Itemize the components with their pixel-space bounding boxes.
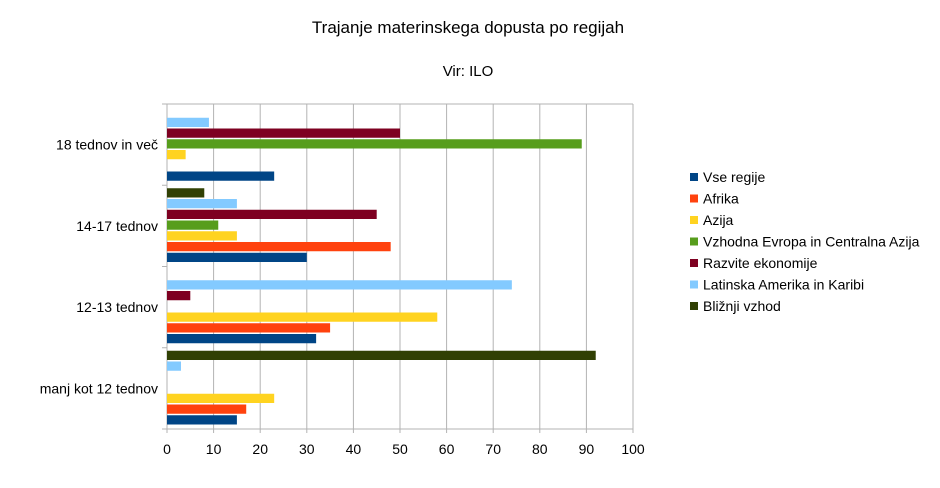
bar bbox=[167, 323, 331, 333]
legend-label: Latinska Amerika in Karibi bbox=[703, 277, 864, 293]
legend-label: Afrika bbox=[703, 191, 739, 207]
bar bbox=[167, 117, 209, 127]
bar bbox=[167, 128, 400, 138]
bar bbox=[167, 139, 582, 149]
legend-label: Bližnji vzhod bbox=[703, 298, 781, 314]
y-tick-labels: manj kot 12 tednov 12-13 tednov 14-17 tedn… bbox=[40, 137, 158, 397]
x-tick-label: 20 bbox=[252, 441, 268, 457]
legend-swatch bbox=[690, 194, 698, 203]
legend-swatch bbox=[690, 259, 698, 267]
bar bbox=[167, 393, 275, 403]
x-tick-label: 0 bbox=[163, 441, 171, 457]
y-tick-label: 12-13 tednov bbox=[76, 299, 158, 315]
bar bbox=[167, 361, 181, 371]
legend-swatch bbox=[690, 173, 698, 181]
legend: Vse regije Afrika Azija Vzhodna Evropa in C… bbox=[690, 169, 920, 314]
bar bbox=[167, 242, 391, 252]
bar bbox=[167, 291, 191, 301]
bar bbox=[167, 312, 438, 322]
x-tick-label: 60 bbox=[439, 441, 455, 457]
bar bbox=[167, 150, 186, 160]
bar bbox=[167, 350, 596, 360]
bar bbox=[167, 280, 512, 290]
legend-label: Vse regije bbox=[703, 169, 765, 185]
y-tick-label: 14-17 tednov bbox=[76, 218, 158, 234]
bar bbox=[167, 188, 205, 198]
x-tick-label: 40 bbox=[346, 441, 362, 457]
y-tick-label: manj kot 12 tednov bbox=[40, 380, 158, 396]
legend-swatch bbox=[690, 216, 698, 224]
x-tick-label: 50 bbox=[392, 441, 408, 457]
x-tick-label: 70 bbox=[485, 441, 501, 457]
bar bbox=[167, 415, 237, 425]
bar bbox=[167, 199, 237, 209]
x-tick-label: 30 bbox=[299, 441, 315, 457]
chart-subtitle: Vir: ILO bbox=[443, 63, 494, 80]
bar bbox=[167, 334, 317, 344]
legend-swatch bbox=[690, 280, 698, 289]
x-tick-label: 90 bbox=[579, 441, 595, 457]
chart-title: Trajanje materinskega dopusta po regijah bbox=[312, 18, 624, 37]
x-tick-label: 100 bbox=[621, 441, 645, 457]
gridlines bbox=[162, 103, 634, 433]
bar bbox=[167, 231, 237, 241]
legend-swatch bbox=[690, 237, 698, 246]
legend-label: Vzhodna Evropa in Centralna Azija bbox=[703, 234, 920, 250]
x-tick-label: 80 bbox=[532, 441, 548, 457]
legend-label: Razvite ekonomije bbox=[703, 255, 818, 271]
legend-swatch bbox=[690, 302, 698, 310]
bar bbox=[167, 171, 275, 181]
bar bbox=[167, 252, 307, 262]
bar bbox=[167, 404, 247, 414]
y-tick-label: 18 tednov in več bbox=[56, 137, 158, 153]
x-tick-label: 10 bbox=[206, 441, 222, 457]
bar bbox=[167, 220, 219, 230]
legend-label: Azija bbox=[703, 212, 734, 228]
bars bbox=[167, 117, 596, 425]
x-tick-labels: 0 10 20 30 40 50 60 70 80 90 100 bbox=[163, 441, 645, 457]
bar bbox=[167, 209, 377, 219]
